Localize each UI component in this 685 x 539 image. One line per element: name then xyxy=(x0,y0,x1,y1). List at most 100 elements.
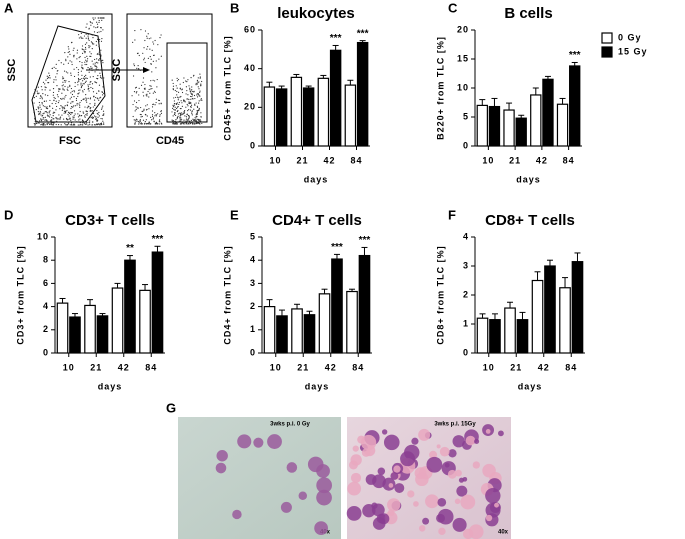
event-dot xyxy=(176,80,179,82)
event-dot xyxy=(69,117,71,119)
event-dot xyxy=(152,41,154,43)
event-dot xyxy=(61,106,64,108)
event-dot xyxy=(81,45,84,47)
event-dot xyxy=(49,123,51,126)
error-bar xyxy=(507,301,514,309)
event-dot xyxy=(185,86,188,88)
event-dot xyxy=(143,109,145,111)
event-dot xyxy=(99,58,101,60)
error-bar xyxy=(506,102,513,111)
event-dot xyxy=(80,36,82,38)
cell xyxy=(286,462,298,473)
event-dot xyxy=(138,99,140,102)
event-dot xyxy=(200,98,202,100)
error-bar xyxy=(559,97,566,105)
event-dot xyxy=(52,118,54,120)
event-dot xyxy=(84,52,86,54)
event-dot xyxy=(186,103,188,106)
event-dot xyxy=(61,114,63,116)
event-dot xyxy=(189,95,192,98)
event-dot xyxy=(176,102,179,104)
event-dot xyxy=(178,101,180,104)
event-dot xyxy=(142,110,144,113)
y-tick-label: 2 xyxy=(250,301,256,311)
event-dot xyxy=(191,93,193,95)
event-dot xyxy=(92,75,94,78)
cell xyxy=(474,438,480,444)
event-dot xyxy=(97,68,99,71)
event-dot xyxy=(156,78,158,81)
event-dot xyxy=(185,93,187,95)
event-dot xyxy=(151,106,154,108)
event-dot xyxy=(82,98,84,101)
event-dot xyxy=(40,118,42,120)
bar xyxy=(124,259,136,354)
event-dot xyxy=(71,93,74,96)
event-dot xyxy=(47,94,49,97)
event-dot xyxy=(153,90,156,92)
event-dot xyxy=(149,123,152,125)
event-dot xyxy=(103,122,105,124)
event-dot xyxy=(53,81,55,83)
event-dot xyxy=(197,77,199,79)
error-bar xyxy=(278,309,285,316)
event-dot xyxy=(76,66,78,69)
event-dot xyxy=(174,111,176,114)
event-dot xyxy=(34,117,36,119)
event-dot xyxy=(87,67,89,69)
event-dot xyxy=(84,46,87,49)
event-dot xyxy=(80,115,83,117)
panel-letter: E xyxy=(230,207,239,222)
event-dot xyxy=(149,92,151,94)
event-dot xyxy=(74,82,76,84)
bar xyxy=(317,77,330,147)
event-dot xyxy=(198,102,200,104)
event-dot xyxy=(191,98,194,100)
event-dot xyxy=(195,115,197,117)
event-dot xyxy=(198,107,200,110)
event-dot xyxy=(196,83,198,85)
event-dot xyxy=(142,119,145,121)
event-dot xyxy=(100,55,102,57)
event-dot xyxy=(95,65,97,67)
event-dot xyxy=(191,114,193,116)
event-dot xyxy=(56,94,59,96)
event-dot xyxy=(40,112,42,114)
event-dot xyxy=(190,77,192,79)
event-dot xyxy=(84,116,86,118)
y-axis-label: CD8+ from TLC [%] xyxy=(435,245,445,344)
error-bar xyxy=(114,282,121,289)
cell xyxy=(485,487,501,504)
significance: ** xyxy=(126,243,134,254)
event-dot xyxy=(78,80,80,82)
y-tick-label: 20 xyxy=(244,102,256,112)
event-dot xyxy=(79,89,81,91)
x-tick-label: 21 xyxy=(509,155,521,165)
event-dot xyxy=(67,56,69,58)
event-dot xyxy=(78,114,81,116)
event-dot xyxy=(90,24,92,26)
event-dot xyxy=(95,82,98,84)
event-dot xyxy=(101,60,103,62)
x-tick-label: 21 xyxy=(510,362,522,372)
event-dot xyxy=(94,102,96,104)
event-dot xyxy=(173,100,175,102)
event-dot xyxy=(196,112,198,114)
event-dot xyxy=(160,34,162,36)
event-dot xyxy=(89,98,91,100)
event-dot xyxy=(57,96,59,98)
event-dot xyxy=(191,95,193,98)
event-dot xyxy=(142,52,144,54)
event-dot xyxy=(178,121,181,123)
event-dot xyxy=(180,95,182,98)
x-axis-label: days xyxy=(516,174,541,184)
event-dot xyxy=(183,112,185,114)
event-dot xyxy=(98,21,100,24)
event-dot xyxy=(44,105,46,108)
event-dot xyxy=(187,121,189,123)
event-dot xyxy=(201,122,203,125)
cell xyxy=(361,448,371,457)
event-dot xyxy=(75,99,78,101)
event-dot xyxy=(79,101,81,104)
event-dot xyxy=(148,123,150,125)
